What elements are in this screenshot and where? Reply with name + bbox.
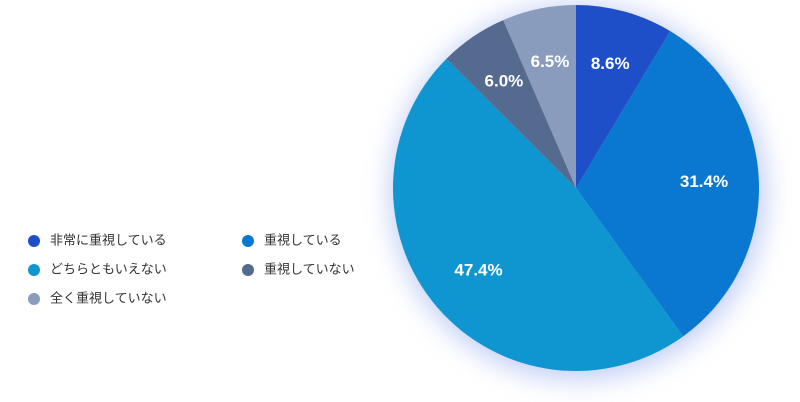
legend-label: 重視していない [264, 262, 355, 278]
pie-slice [576, 31, 759, 337]
pie-slice [446, 20, 576, 189]
value-label: 6.0% [485, 72, 524, 91]
legend-label: どちらともいえない [50, 263, 167, 278]
legend-label: 重視している [264, 233, 342, 249]
value-label: 8.6% [591, 54, 630, 73]
legend-marker [28, 235, 40, 247]
value-label: 47.4% [454, 261, 502, 280]
legend-marker [242, 235, 254, 247]
legend-marker [28, 293, 40, 305]
legend-label: 全く重視していない [50, 291, 167, 307]
value-label: 31.4% [680, 172, 728, 191]
pie-slice [576, 5, 671, 188]
pie-slice [503, 5, 576, 188]
legend-label: 非常に重視している [50, 233, 167, 249]
value-label: 6.5% [531, 52, 570, 71]
legend-marker [242, 264, 254, 276]
pie-slice [393, 58, 684, 371]
legend-marker [28, 264, 40, 276]
pie: 8.6% 31.4% 47.4% 6.0% 6.5% [393, 5, 759, 371]
